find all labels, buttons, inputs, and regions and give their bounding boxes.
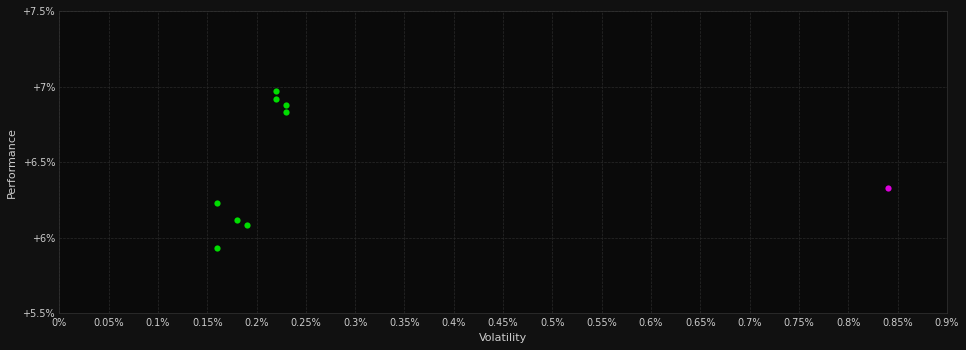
Point bbox=[880, 185, 895, 191]
Point bbox=[278, 110, 294, 115]
Point bbox=[269, 97, 284, 102]
Point bbox=[210, 200, 225, 206]
Point bbox=[269, 88, 284, 94]
Point bbox=[229, 217, 244, 222]
Point bbox=[278, 103, 294, 108]
Point bbox=[210, 245, 225, 251]
X-axis label: Volatility: Volatility bbox=[479, 333, 527, 343]
Y-axis label: Performance: Performance bbox=[7, 127, 17, 198]
Point bbox=[239, 222, 254, 228]
